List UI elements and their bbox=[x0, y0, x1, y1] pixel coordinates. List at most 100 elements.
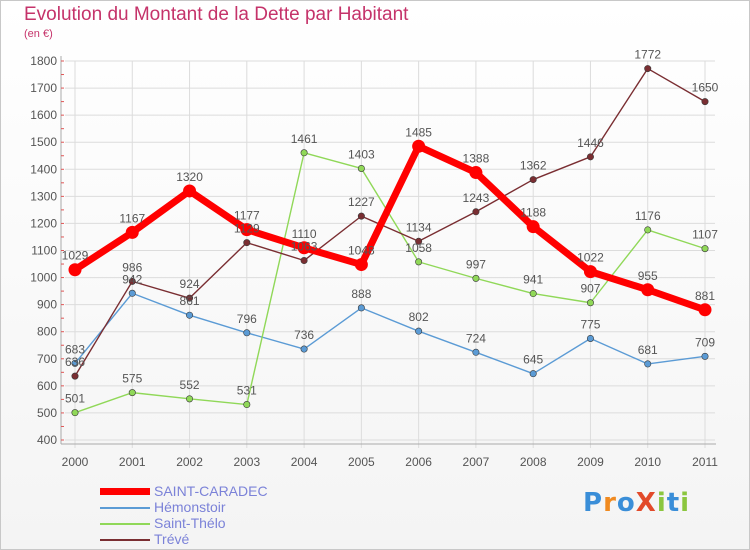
data-point bbox=[526, 220, 540, 234]
data-labels: 1029 1167 1320 1177 1110 1048 1485 1388 1188 1022… bbox=[62, 48, 719, 406]
data-label: 861 bbox=[180, 294, 200, 308]
data-label: 802 bbox=[409, 310, 429, 324]
series-line bbox=[71, 142, 709, 314]
legend-label: Trévé bbox=[154, 531, 190, 547]
data-point bbox=[186, 311, 194, 319]
chart-subtitle: (en €) bbox=[24, 28, 53, 40]
data-point bbox=[415, 327, 423, 335]
data-label: 1320 bbox=[176, 170, 203, 184]
y-tick-label: 1600 bbox=[30, 108, 57, 122]
data-point bbox=[354, 258, 368, 272]
y-tick-label: 1100 bbox=[31, 244, 57, 258]
brand-letter: i bbox=[680, 488, 691, 518]
x-axis-tick-labels: 2000 2001 2002 2003 2004 2005 2006 2007 2008 2009… bbox=[62, 455, 719, 469]
data-point bbox=[641, 283, 655, 297]
brand-logo: ProXiti bbox=[583, 488, 690, 518]
x-tick-label: 2000 bbox=[62, 455, 89, 469]
data-point bbox=[415, 258, 423, 266]
data-label: 683 bbox=[65, 342, 85, 356]
y-tick-label: 1200 bbox=[30, 216, 57, 230]
data-point bbox=[412, 139, 426, 153]
data-label: 1063 bbox=[291, 240, 318, 254]
data-point bbox=[644, 65, 652, 73]
y-tick-label: 1800 bbox=[30, 54, 57, 68]
axes bbox=[60, 56, 716, 445]
series-line bbox=[74, 152, 706, 414]
data-label: 775 bbox=[580, 317, 600, 331]
x-tick-label: 2008 bbox=[520, 455, 547, 469]
data-label: 575 bbox=[122, 372, 142, 386]
data-label: 1388 bbox=[463, 152, 490, 166]
data-point bbox=[644, 360, 652, 368]
data-point bbox=[300, 257, 308, 265]
data-point bbox=[71, 372, 79, 380]
data-label: 724 bbox=[466, 331, 486, 345]
data-point bbox=[415, 237, 423, 245]
legend-swatch bbox=[100, 523, 150, 525]
data-label: 907 bbox=[580, 282, 600, 296]
data-point bbox=[186, 294, 194, 302]
data-label: 1650 bbox=[692, 81, 719, 95]
data-label: 1461 bbox=[291, 132, 318, 146]
data-point bbox=[128, 389, 136, 397]
data-point bbox=[472, 348, 480, 356]
data-label: 1177 bbox=[234, 209, 260, 223]
data-label: 924 bbox=[180, 277, 200, 291]
data-point bbox=[701, 245, 709, 253]
data-label: 888 bbox=[351, 287, 371, 301]
data-label: 942 bbox=[122, 272, 142, 286]
x-tick-label: 2010 bbox=[634, 455, 661, 469]
data-label: 1022 bbox=[577, 251, 604, 265]
data-label: 552 bbox=[180, 378, 200, 392]
y-tick-label: 1300 bbox=[30, 189, 57, 203]
series-lines bbox=[68, 65, 712, 417]
y-tick-label: 900 bbox=[37, 298, 57, 312]
y-tick-label: 1500 bbox=[30, 135, 57, 149]
data-point bbox=[186, 395, 194, 403]
y-tick-label: 800 bbox=[37, 325, 57, 339]
brand-letter: X bbox=[635, 488, 657, 518]
data-label: 1243 bbox=[463, 191, 490, 205]
y-tick-label: 700 bbox=[37, 352, 57, 366]
data-label: 1772 bbox=[634, 48, 661, 62]
data-point bbox=[701, 98, 709, 106]
x-tick-label: 2005 bbox=[348, 455, 375, 469]
data-point bbox=[586, 299, 594, 307]
data-point bbox=[128, 289, 136, 297]
data-label: 1107 bbox=[692, 228, 718, 242]
data-point bbox=[243, 329, 251, 337]
legend-label: Hémonstoir bbox=[154, 499, 226, 515]
data-point bbox=[529, 176, 537, 184]
data-label: 1029 bbox=[62, 249, 89, 263]
data-label: 997 bbox=[466, 257, 486, 271]
data-label: 736 bbox=[294, 328, 314, 342]
data-point bbox=[586, 334, 594, 342]
y-axis-tick-labels: 400 500 600 700 800 900 1000 1100 1200 1300 1400 15… bbox=[30, 54, 57, 447]
brand-letter: P bbox=[583, 488, 604, 518]
data-point bbox=[300, 149, 308, 157]
x-tick-label: 2002 bbox=[176, 455, 203, 469]
data-label: 1167 bbox=[119, 211, 145, 225]
x-tick-label: 2011 bbox=[692, 455, 718, 469]
data-label: 986 bbox=[122, 260, 142, 274]
data-point bbox=[300, 345, 308, 353]
data-label: 1403 bbox=[348, 147, 375, 161]
data-point bbox=[586, 153, 594, 161]
data-label: 955 bbox=[638, 269, 658, 283]
brand-letter: r bbox=[603, 488, 617, 518]
data-label: 1058 bbox=[405, 241, 432, 255]
data-label: 531 bbox=[237, 384, 257, 398]
x-tick-label: 2004 bbox=[291, 455, 318, 469]
data-label: 1129 bbox=[234, 222, 260, 236]
series-line bbox=[74, 67, 706, 377]
data-point bbox=[469, 166, 483, 180]
data-point bbox=[128, 277, 136, 285]
x-tick-label: 2001 bbox=[119, 455, 146, 469]
data-label: 1188 bbox=[520, 206, 546, 220]
legend-swatch bbox=[100, 507, 150, 509]
data-point bbox=[71, 359, 79, 367]
data-point bbox=[698, 303, 712, 317]
data-point bbox=[125, 225, 139, 239]
